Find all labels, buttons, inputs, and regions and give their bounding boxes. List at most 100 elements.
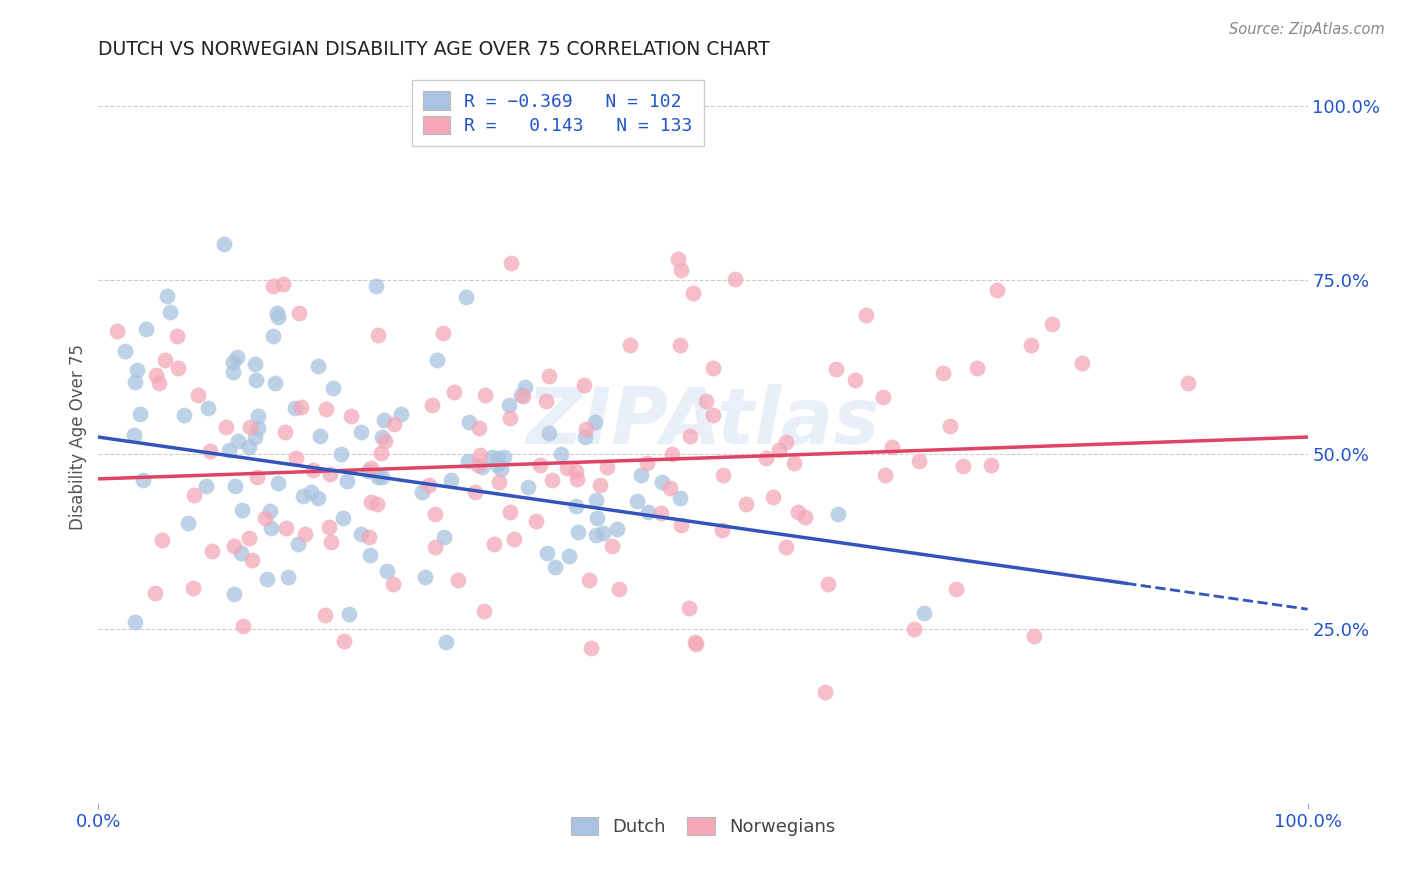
Y-axis label: Disability Age Over 75: Disability Age Over 75	[69, 344, 87, 530]
Point	[228, 434, 250, 448]
Point	[274, 425, 297, 439]
Point	[131, 473, 153, 487]
Point	[711, 467, 734, 482]
Point	[600, 539, 623, 553]
Text: DUTCH VS NORWEGIAN DISABILITY AGE OVER 75 CORRELATION CHART: DUTCH VS NORWEGIAN DISABILITY AGE OVER 7…	[98, 39, 770, 59]
Point	[246, 409, 269, 424]
Point	[814, 685, 837, 699]
Point	[544, 560, 567, 574]
Point	[630, 467, 652, 482]
Point	[329, 447, 352, 461]
Point	[287, 537, 309, 551]
Point	[488, 475, 510, 489]
Point	[266, 306, 288, 320]
Point	[276, 521, 298, 535]
Point	[558, 549, 581, 563]
Point	[529, 458, 551, 473]
Point	[1071, 356, 1094, 370]
Point	[245, 357, 267, 371]
Point	[145, 586, 167, 600]
Point	[1177, 376, 1199, 390]
Point	[374, 434, 396, 448]
Point	[702, 360, 724, 375]
Point	[239, 420, 262, 434]
Point	[150, 533, 173, 547]
Point	[359, 548, 381, 562]
Text: Source: ZipAtlas.com: Source: ZipAtlas.com	[1229, 22, 1385, 37]
Point	[145, 368, 167, 382]
Point	[685, 637, 707, 651]
Point	[666, 252, 689, 267]
Point	[371, 429, 394, 443]
Point	[173, 408, 195, 422]
Point	[420, 398, 443, 412]
Point	[907, 454, 929, 468]
Point	[827, 507, 849, 521]
Point	[903, 622, 925, 636]
Point	[262, 329, 284, 343]
Point	[314, 608, 336, 623]
Point	[637, 505, 659, 519]
Point	[952, 458, 974, 473]
Point	[447, 573, 470, 587]
Point	[596, 460, 619, 475]
Point	[557, 460, 579, 475]
Point	[467, 458, 489, 472]
Point	[418, 478, 440, 492]
Point	[245, 373, 267, 387]
Point	[433, 530, 456, 544]
Point	[318, 520, 340, 534]
Point	[335, 474, 357, 488]
Point	[783, 456, 806, 470]
Point	[246, 421, 269, 435]
Point	[231, 546, 253, 560]
Point	[124, 375, 146, 389]
Point	[318, 467, 340, 481]
Point	[685, 634, 707, 648]
Point	[350, 527, 373, 541]
Point	[288, 306, 311, 320]
Point	[1022, 629, 1045, 643]
Point	[124, 615, 146, 629]
Text: ZIPAtlas: ZIPAtlas	[526, 384, 880, 460]
Point	[166, 329, 188, 343]
Point	[538, 425, 561, 440]
Point	[267, 310, 290, 324]
Point	[218, 443, 240, 458]
Point	[277, 569, 299, 583]
Point	[966, 361, 988, 376]
Point	[360, 461, 382, 475]
Point	[513, 380, 536, 394]
Point	[201, 544, 224, 558]
Point	[315, 402, 337, 417]
Point	[524, 514, 547, 528]
Point	[534, 394, 557, 409]
Point	[787, 504, 810, 518]
Point	[636, 457, 658, 471]
Point	[679, 428, 702, 442]
Point	[273, 277, 295, 291]
Point	[486, 450, 509, 465]
Point	[127, 363, 149, 377]
Point	[156, 288, 179, 302]
Point	[1019, 338, 1042, 352]
Point	[222, 587, 245, 601]
Point	[651, 475, 673, 490]
Point	[364, 278, 387, 293]
Point	[370, 446, 392, 460]
Point	[224, 479, 246, 493]
Point	[148, 376, 170, 391]
Point	[382, 417, 405, 432]
Point	[912, 606, 935, 620]
Point	[349, 425, 371, 440]
Point	[464, 485, 486, 500]
Point	[457, 453, 479, 467]
Point	[294, 526, 316, 541]
Point	[565, 499, 588, 513]
Point	[260, 521, 283, 535]
Point	[574, 429, 596, 443]
Point	[499, 256, 522, 270]
Point	[423, 541, 446, 555]
Point	[246, 470, 269, 484]
Point	[578, 573, 600, 587]
